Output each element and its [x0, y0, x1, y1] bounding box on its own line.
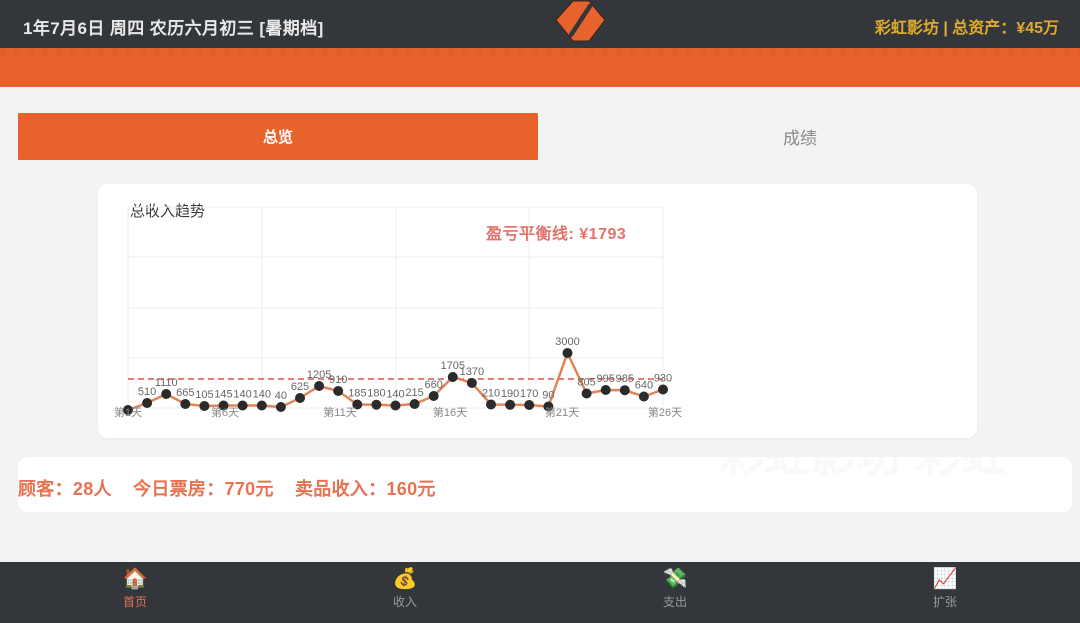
- svg-text:995: 995: [597, 373, 615, 385]
- svg-text:625: 625: [291, 381, 309, 393]
- svg-text:1205: 1205: [307, 369, 331, 381]
- svg-text:510: 510: [138, 386, 156, 398]
- svg-text:985: 985: [616, 373, 634, 385]
- svg-text:185: 185: [348, 388, 366, 400]
- svg-text:640: 640: [635, 380, 653, 392]
- svg-text:145: 145: [214, 389, 232, 401]
- svg-text:1110: 1110: [155, 377, 178, 389]
- svg-text:第21天: 第21天: [545, 405, 579, 419]
- svg-text:第11天: 第11天: [323, 405, 356, 419]
- svg-text:40: 40: [275, 390, 287, 402]
- svg-text:140: 140: [386, 389, 404, 401]
- svg-text:第1天: 第1天: [114, 405, 142, 419]
- svg-text:170: 170: [520, 388, 538, 400]
- svg-text:910: 910: [329, 374, 347, 386]
- svg-text:140: 140: [253, 389, 271, 401]
- svg-text:140: 140: [233, 389, 251, 401]
- svg-text:180: 180: [367, 388, 385, 400]
- svg-text:3000: 3000: [555, 336, 579, 348]
- svg-text:805: 805: [577, 377, 595, 389]
- svg-text:90: 90: [542, 390, 554, 402]
- svg-text:1370: 1370: [460, 366, 484, 378]
- svg-text:215: 215: [405, 387, 423, 399]
- svg-text:210: 210: [482, 388, 500, 400]
- svg-text:665: 665: [176, 387, 194, 399]
- svg-text:105: 105: [195, 389, 213, 401]
- svg-text:第16天: 第16天: [433, 405, 467, 419]
- svg-text:930: 930: [654, 373, 672, 385]
- svg-text:660: 660: [425, 379, 443, 391]
- svg-text:190: 190: [501, 388, 519, 400]
- svg-text:第26天: 第26天: [648, 405, 682, 419]
- svg-text:第6天: 第6天: [211, 405, 239, 419]
